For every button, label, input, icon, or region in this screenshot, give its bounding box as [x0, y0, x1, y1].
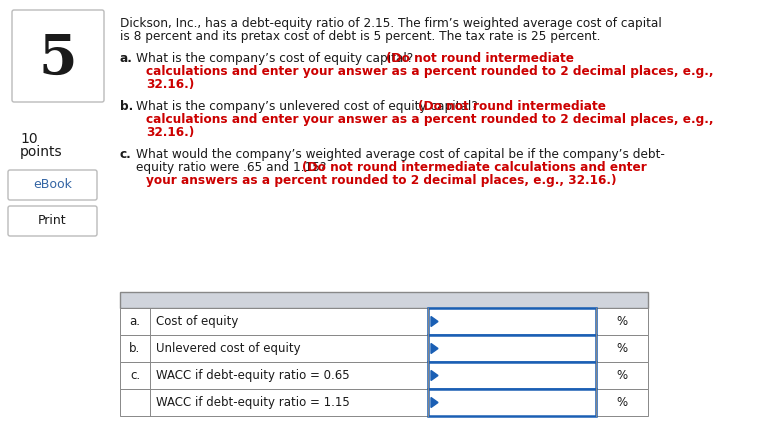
- Text: %: %: [617, 396, 628, 409]
- Text: %: %: [617, 369, 628, 382]
- FancyBboxPatch shape: [12, 10, 104, 102]
- Text: Dickson, Inc., has a debt-equity ratio of 2.15. The firm’s weighted average cost: Dickson, Inc., has a debt-equity ratio o…: [120, 17, 661, 30]
- Text: %: %: [617, 315, 628, 328]
- Text: points: points: [20, 145, 62, 159]
- Text: Unlevered cost of equity: Unlevered cost of equity: [156, 342, 300, 355]
- Bar: [428, 362, 596, 389]
- Text: eBook: eBook: [33, 178, 72, 192]
- Bar: [120, 362, 648, 389]
- Text: (Do not round intermediate: (Do not round intermediate: [386, 52, 574, 65]
- Bar: [428, 335, 596, 362]
- Text: calculations and enter your answer as a percent rounded to 2 decimal places, e.g: calculations and enter your answer as a …: [146, 65, 714, 78]
- Text: a.: a.: [120, 52, 133, 65]
- Text: b.: b.: [120, 100, 133, 113]
- Text: b.: b.: [129, 342, 141, 355]
- Text: (Do not round intermediate calculations and enter: (Do not round intermediate calculations …: [302, 161, 647, 174]
- Polygon shape: [431, 371, 438, 380]
- FancyBboxPatch shape: [8, 170, 97, 200]
- Bar: [120, 292, 648, 308]
- Text: 32.16.): 32.16.): [146, 126, 194, 139]
- Bar: [120, 308, 648, 335]
- Bar: [120, 389, 648, 416]
- Text: a.: a.: [129, 315, 140, 328]
- Bar: [428, 308, 596, 335]
- Text: Cost of equity: Cost of equity: [156, 315, 239, 328]
- Text: 10: 10: [20, 132, 38, 146]
- Text: your answers as a percent rounded to 2 decimal places, e.g., 32.16.): your answers as a percent rounded to 2 d…: [146, 174, 617, 187]
- Text: c.: c.: [120, 148, 132, 161]
- Text: (Do not round intermediate: (Do not round intermediate: [418, 100, 606, 113]
- Text: WACC if debt-equity ratio = 1.15: WACC if debt-equity ratio = 1.15: [156, 396, 350, 409]
- Text: %: %: [617, 342, 628, 355]
- Text: What would the company’s weighted average cost of capital be if the company’s de: What would the company’s weighted averag…: [136, 148, 665, 161]
- Polygon shape: [431, 397, 438, 408]
- Text: What is the company’s unlevered cost of equity capital?: What is the company’s unlevered cost of …: [136, 100, 481, 113]
- Text: equity ratio were .65 and 1.15?: equity ratio were .65 and 1.15?: [136, 161, 330, 174]
- Text: c.: c.: [130, 369, 140, 382]
- FancyBboxPatch shape: [8, 206, 97, 236]
- Bar: [428, 389, 596, 416]
- Text: 32.16.): 32.16.): [146, 78, 194, 91]
- Text: Print: Print: [38, 215, 67, 227]
- Text: calculations and enter your answer as a percent rounded to 2 decimal places, e.g: calculations and enter your answer as a …: [146, 113, 714, 126]
- Text: 5: 5: [38, 32, 77, 86]
- Text: WACC if debt-equity ratio = 0.65: WACC if debt-equity ratio = 0.65: [156, 369, 350, 382]
- Text: is 8 percent and its pretax cost of debt is 5 percent. The tax rate is 25 percen: is 8 percent and its pretax cost of debt…: [120, 30, 601, 43]
- Text: What is the company’s cost of equity capital?: What is the company’s cost of equity cap…: [136, 52, 417, 65]
- Bar: [120, 335, 648, 362]
- Polygon shape: [431, 343, 438, 354]
- Polygon shape: [431, 317, 438, 326]
